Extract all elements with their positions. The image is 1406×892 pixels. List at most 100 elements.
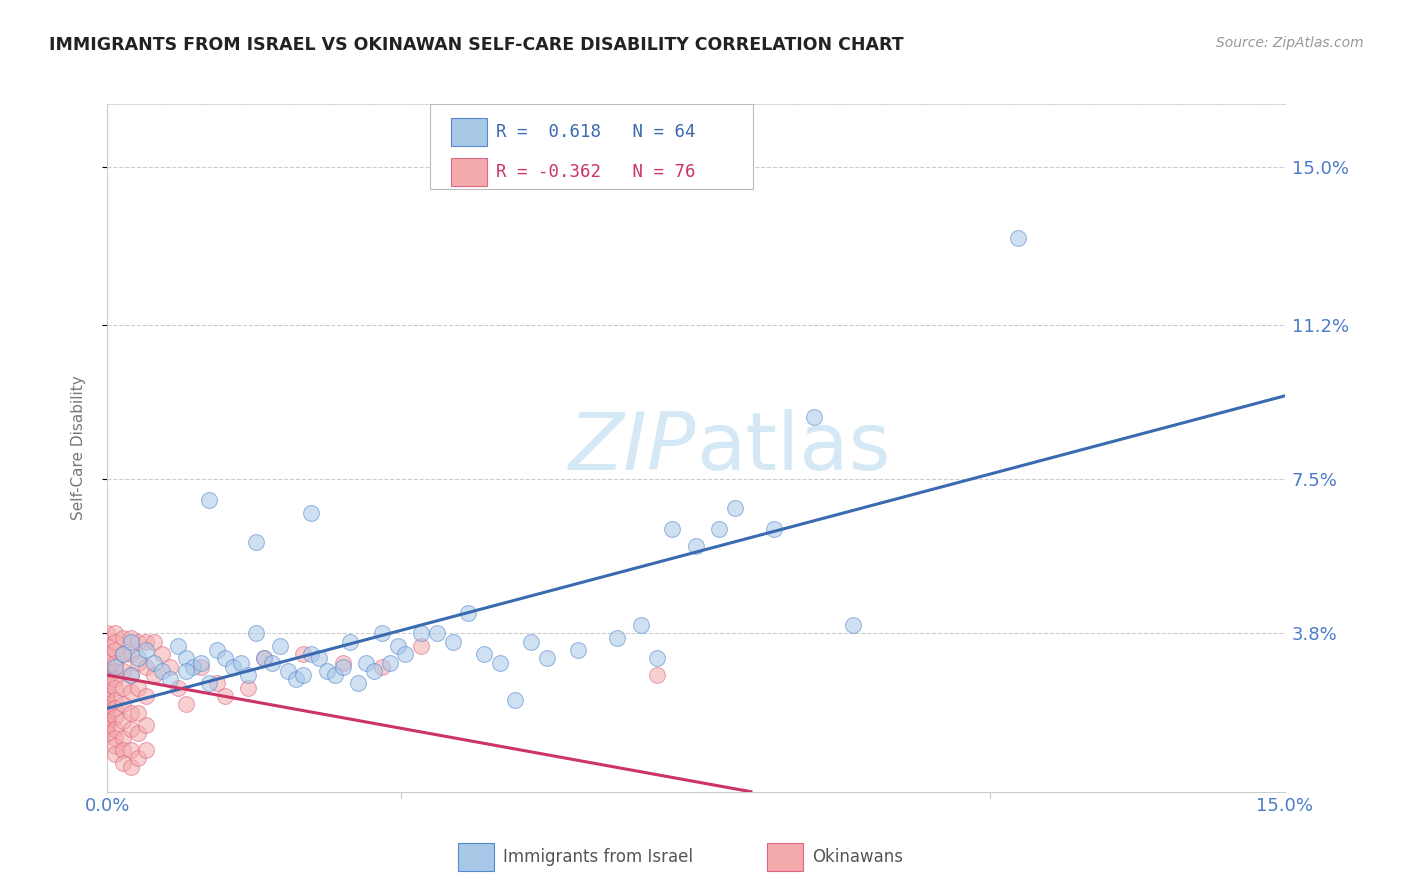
Text: R = -0.362   N = 76: R = -0.362 N = 76 [496,163,696,181]
Point [159,672,181,686]
Point [96,697,118,711]
Point [104,672,127,686]
Text: IMMIGRANTS FROM ISRAEL VS OKINAWAN SELF-CARE DISABILITY CORRELATION CHART: IMMIGRANTS FROM ISRAEL VS OKINAWAN SELF-… [49,36,904,54]
Point [198,493,221,508]
Point [120,760,142,774]
Point [120,743,142,757]
Point [96,664,118,678]
Point [520,634,543,648]
Point [135,689,157,703]
Point [96,701,118,715]
Point [371,659,394,673]
Point [205,676,228,690]
Point [159,659,181,673]
Point [411,626,433,640]
Point [174,651,197,665]
Point [96,689,118,703]
Point [536,651,558,665]
Point [127,751,149,765]
Text: ZIP: ZIP [568,409,696,487]
Point [104,709,127,723]
Point [332,656,354,670]
Point [120,684,142,698]
Point [96,718,118,732]
Point [347,676,370,690]
Point [111,631,134,645]
Point [205,643,228,657]
Point [238,681,260,695]
Point [378,656,401,670]
Point [104,722,127,736]
Point [96,693,118,707]
Point [277,664,299,678]
Point [135,743,157,757]
Point [253,651,276,665]
Point [299,506,322,520]
Point [371,626,394,640]
Point [127,726,149,740]
Point [332,659,354,673]
Point [96,672,118,686]
Point [1007,230,1029,244]
Point [104,634,127,648]
Point [120,706,142,720]
Text: Immigrants from Israel: Immigrants from Israel [502,848,693,866]
Text: Source: ZipAtlas.com: Source: ZipAtlas.com [1216,36,1364,50]
Point [135,643,157,657]
Point [135,718,157,732]
Point [426,626,449,640]
Point [96,684,118,698]
Point [96,706,118,720]
Y-axis label: Self-Care Disability: Self-Care Disability [72,376,86,520]
Point [127,706,149,720]
Point [150,647,173,661]
Text: Okinawans: Okinawans [811,848,903,866]
Point [96,676,118,690]
Point [111,647,134,661]
Point [104,681,127,695]
Point [221,659,243,673]
Point [104,626,127,640]
Point [104,701,127,715]
Point [111,664,134,678]
Point [685,539,707,553]
Point [111,647,134,661]
Point [166,639,188,653]
Text: R =  0.618   N = 64: R = 0.618 N = 64 [496,123,696,141]
Point [299,647,322,661]
Point [387,639,409,653]
Point [96,714,118,728]
Point [190,659,212,673]
Point [238,668,260,682]
Point [411,639,433,653]
Point [96,626,118,640]
Point [104,656,127,670]
Point [104,731,127,745]
Point [606,631,628,645]
Point [143,668,166,682]
Point [354,656,377,670]
Point [120,668,142,682]
Point [135,659,157,673]
Point [505,693,527,707]
Point [120,634,142,648]
Point [292,668,315,682]
Point [763,522,786,536]
Point [260,656,283,670]
Point [709,522,731,536]
Point [316,664,339,678]
Point [96,726,118,740]
Point [363,664,385,678]
Point [96,709,118,723]
Point [190,656,212,670]
Point [104,739,127,753]
Point [104,659,127,673]
Point [104,747,127,762]
Point [127,651,149,665]
Point [120,631,142,645]
Point [143,634,166,648]
Point [472,647,495,661]
Point [174,697,197,711]
Point [143,656,166,670]
Point [630,618,652,632]
